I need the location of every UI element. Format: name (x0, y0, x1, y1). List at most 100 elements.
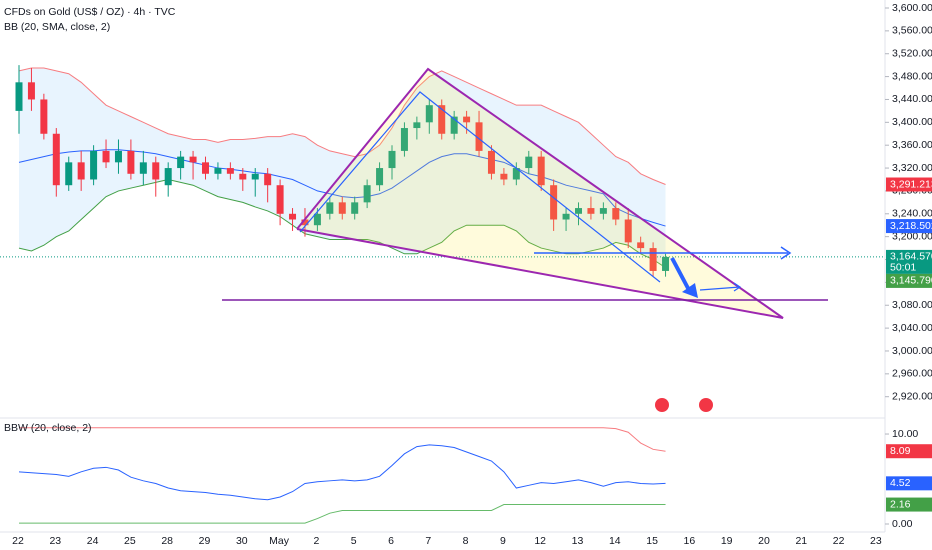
candle-body (90, 150, 98, 180)
candle-body (177, 156, 185, 169)
event-icon[interactable] (655, 398, 669, 412)
y-tick-label: 3,040.000 (892, 322, 932, 334)
price-label-box (886, 476, 932, 491)
price-label-box (886, 273, 932, 288)
down-arrow (670, 257, 692, 293)
bb-line (18, 67, 666, 185)
candle-body (562, 213, 570, 220)
x-tick-label: 2 (313, 535, 319, 547)
candle-body (599, 208, 607, 214)
candle-body (438, 105, 446, 134)
candle-body (301, 219, 309, 226)
bbw-line (18, 444, 666, 501)
candle-body (239, 173, 247, 180)
candle-body (152, 162, 160, 180)
x-tick-label: 5 (351, 535, 357, 547)
x-tick-label: 22 (833, 535, 845, 547)
x-tick-label: 24 (87, 535, 99, 547)
candle-body (637, 242, 645, 249)
y-tick-label: 2,920.000 (892, 390, 932, 402)
candle-body (537, 156, 545, 186)
candle-body (376, 168, 384, 186)
x-tick-label: 6 (388, 535, 394, 547)
price-label-box (886, 177, 932, 192)
candle-body (587, 208, 595, 214)
candle-body (351, 202, 359, 214)
x-tick-label: 23 (870, 535, 882, 547)
pattern-fill (297, 69, 783, 318)
candle-body (214, 168, 222, 174)
path-line (299, 91, 661, 283)
candle-body (102, 150, 110, 163)
price-label-box (886, 444, 932, 459)
candle-body (413, 122, 421, 129)
x-tick-label: 20 (758, 535, 770, 547)
candle-body (202, 162, 209, 174)
candle-body (463, 116, 471, 123)
y-tick-label: 0.00 (892, 518, 913, 530)
y-tick-label: 3,000.000 (892, 345, 932, 357)
candle-body (27, 82, 35, 100)
price-label: 3,218.502 (890, 220, 932, 232)
small-arrow (699, 286, 741, 291)
bbw-line (19, 427, 666, 452)
x-tick-label: 25 (124, 535, 136, 547)
y-tick-label: 3,440.000 (892, 93, 932, 105)
x-tick-label: 14 (609, 535, 621, 547)
price-label-box (886, 497, 932, 512)
x-tick-label: 19 (721, 535, 733, 547)
x-tick-label: 13 (572, 535, 584, 547)
candle-body (326, 202, 334, 214)
candle-body (313, 213, 321, 226)
y-tick-label: 3,320.000 (892, 162, 932, 174)
candle-body (500, 173, 508, 180)
bb-line (18, 178, 666, 269)
x-tick-label: 7 (425, 535, 431, 547)
candle-body (264, 173, 272, 186)
countdown: 50:01 (890, 262, 916, 274)
y-tick-label: 3,520.000 (892, 48, 932, 60)
candle-body (189, 156, 197, 163)
price-label: 3,164.570 (890, 251, 932, 263)
price-label-box (886, 219, 932, 234)
candle-body (475, 122, 483, 151)
y-tick-label: 3,080.000 (892, 299, 932, 311)
candle-body (400, 128, 408, 151)
y-tick-label: 3,560.000 (892, 25, 932, 37)
y-tick-label: 3,360.000 (892, 139, 932, 151)
candle-body (388, 150, 396, 169)
candle-body (649, 248, 657, 271)
candle-body (226, 168, 234, 174)
candle-body (65, 162, 73, 186)
candle-body (289, 213, 297, 220)
candle-body (624, 219, 632, 243)
price-label: 3,291.213 (890, 178, 932, 190)
wedge-lines (296, 67, 784, 319)
indicator-label: BB (20, SMA, close, 2) (4, 21, 110, 33)
candle-body (363, 185, 371, 203)
candle-body (164, 168, 172, 186)
drawings (222, 67, 828, 412)
candle-body (487, 150, 495, 174)
candle-body (662, 256, 670, 271)
event-icon[interactable] (699, 398, 713, 412)
x-tick-label: 29 (199, 535, 211, 547)
price-label: 4.52 (890, 477, 911, 489)
band-fill (19, 68, 666, 268)
chart-title: CFDs on Gold (US$ / OZ) · 4h · TVC (4, 6, 176, 18)
candle-body (550, 185, 558, 220)
candle-body (251, 173, 259, 180)
x-tick-label: 21 (795, 535, 807, 547)
candle-body (139, 162, 147, 174)
candle-body (114, 150, 122, 163)
y-tick-label: 10.00 (892, 428, 918, 440)
candle-body (425, 105, 433, 123)
candle-body (77, 162, 85, 180)
x-tick-label: 23 (49, 535, 61, 547)
x-tick-label: 15 (646, 535, 658, 547)
small-arrow-head (733, 282, 742, 292)
candle-body (612, 208, 620, 220)
y-tick-label: 3,600.000 (892, 2, 932, 14)
y-tick-label: 3,240.000 (892, 208, 932, 220)
target-arrow-head (780, 246, 792, 260)
